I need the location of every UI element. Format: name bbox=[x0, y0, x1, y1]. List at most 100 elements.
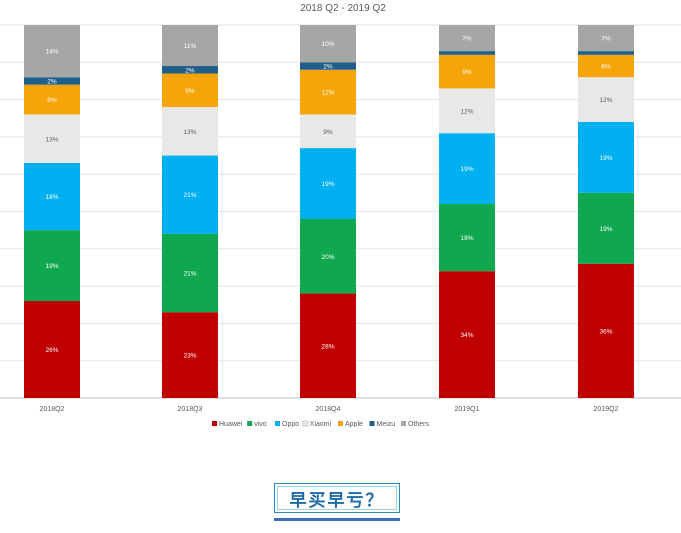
data-label: 21% bbox=[183, 192, 196, 199]
data-label: 2% bbox=[185, 67, 195, 74]
data-label: 19% bbox=[45, 263, 58, 270]
bar-segment-huawei-2019Q1 bbox=[439, 271, 495, 398]
data-label: 12% bbox=[321, 90, 334, 97]
legend-item-vivo: vivo bbox=[247, 421, 267, 428]
data-label: 10% bbox=[321, 41, 334, 48]
bar-segment-vivo-2018Q4 bbox=[300, 218, 356, 294]
data-label: 28% bbox=[321, 343, 334, 350]
bar-segment-huawei-2018Q3 bbox=[162, 312, 218, 398]
banner: 早买早亏？ bbox=[274, 483, 400, 513]
legend-swatch bbox=[302, 420, 309, 427]
bar-stack-2018Q4: 28% 20% 19% 9% 12% 2% 10% bbox=[300, 25, 356, 398]
bar-segment-others-2019Q1 bbox=[439, 25, 495, 52]
data-label: 26% bbox=[45, 347, 58, 354]
bar-segment-xiaomi-2018Q2 bbox=[24, 114, 80, 164]
data-label: 2% bbox=[323, 64, 333, 71]
data-label: 18% bbox=[460, 235, 473, 242]
legend: Huawei vivo Oppo Xiaomi Apple Meizu Others bbox=[212, 420, 430, 428]
data-label: 9% bbox=[323, 129, 333, 136]
bar-stack-2018Q2: 26% 19% 18% 13% 8% 2% 14% bbox=[24, 25, 80, 398]
bar-segment-oppo-2018Q3 bbox=[162, 155, 218, 234]
data-label: 21% bbox=[183, 271, 196, 278]
bar-segment-vivo-2019Q2 bbox=[578, 192, 634, 264]
stacked-bar-chart: 2018 Q2 - 2019 Q2 26% 19% 18% 13% 8% 2% 14% 23%… bbox=[0, 3, 681, 428]
legend-item-meizu: Meizu bbox=[369, 421, 396, 428]
legend-label: Xiaomi bbox=[310, 421, 332, 428]
data-label: 19% bbox=[599, 226, 612, 233]
data-label: 20% bbox=[321, 254, 334, 261]
x-tick-label: 2019Q1 bbox=[455, 406, 480, 413]
data-label: 14% bbox=[45, 49, 58, 56]
banner-text: 早买早亏？ bbox=[289, 490, 385, 511]
data-label: 13% bbox=[45, 136, 58, 143]
legend-swatch bbox=[369, 421, 375, 426]
data-label: 23% bbox=[183, 353, 196, 360]
legend-item-oppo: Oppo bbox=[275, 421, 299, 428]
legend-swatch bbox=[338, 421, 343, 426]
legend-swatch bbox=[247, 421, 253, 426]
bar-segment-xiaomi-2019Q2 bbox=[578, 77, 634, 122]
bar-segment-others-2018Q2 bbox=[24, 25, 80, 78]
data-label: 11% bbox=[184, 43, 197, 50]
data-label: 9% bbox=[462, 69, 472, 76]
data-label: 34% bbox=[460, 332, 473, 339]
bar-segment-meizu-2018Q4 bbox=[300, 62, 356, 70]
x-tick-label: 2018Q2 bbox=[40, 406, 65, 413]
bar-segment-apple-2018Q3 bbox=[162, 73, 218, 108]
data-label: 7% bbox=[462, 36, 472, 43]
x-tick-label: 2018Q4 bbox=[316, 406, 341, 413]
bar-stack-2019Q2: 36% 19% 19% 12% 6% 7% bbox=[578, 25, 634, 398]
legend-item-apple: Apple bbox=[338, 421, 363, 428]
legend-swatch bbox=[275, 421, 280, 426]
legend-swatch bbox=[212, 421, 217, 426]
bar-segment-others-2018Q4 bbox=[300, 25, 356, 63]
data-label: 19% bbox=[321, 181, 334, 188]
bar-segment-apple-2019Q2 bbox=[578, 54, 634, 78]
banner-underline bbox=[274, 518, 400, 521]
bar-segment-meizu-2019Q2 bbox=[578, 51, 634, 55]
bar-segment-others-2018Q3 bbox=[162, 25, 218, 67]
bar-segment-apple-2018Q4 bbox=[300, 69, 356, 115]
x-tick-label: 2019Q2 bbox=[594, 406, 619, 413]
bar-segment-meizu-2019Q1 bbox=[439, 51, 495, 55]
bar-segment-huawei-2018Q4 bbox=[300, 293, 356, 398]
bar-segment-huawei-2018Q2 bbox=[24, 301, 80, 398]
bar-segment-vivo-2018Q2 bbox=[24, 230, 80, 302]
legend-label: Meizu bbox=[377, 421, 396, 428]
legend-label: Oppo bbox=[282, 421, 299, 428]
bar-segment-vivo-2018Q3 bbox=[162, 233, 218, 313]
legend-swatch bbox=[401, 421, 406, 426]
data-label: 18% bbox=[45, 194, 58, 201]
data-label: 19% bbox=[460, 166, 473, 173]
data-label: 6% bbox=[601, 64, 611, 71]
x-axis-ticks: 2018Q2 2018Q3 2018Q4 2019Q1 2019Q2 bbox=[40, 406, 619, 413]
bar-segment-apple-2019Q1 bbox=[439, 54, 495, 89]
bar-segment-meizu-2018Q3 bbox=[162, 66, 218, 74]
bar-segment-huawei-2019Q2 bbox=[578, 263, 634, 398]
legend-item-huawei: Huawei bbox=[212, 421, 243, 428]
legend-item-others: Others bbox=[401, 421, 430, 428]
chart-title: 2018 Q2 - 2019 Q2 bbox=[300, 3, 386, 14]
bar-segment-meizu-2018Q2 bbox=[24, 77, 80, 85]
banner-inner-border bbox=[277, 486, 397, 510]
data-label: 36% bbox=[599, 328, 612, 335]
bar-segment-xiaomi-2019Q1 bbox=[439, 88, 495, 134]
data-label: 8% bbox=[47, 97, 57, 104]
bar-stack-2019Q1: 34% 18% 19% 12% 9% 7% bbox=[439, 25, 495, 398]
bar-segment-oppo-2019Q2 bbox=[578, 121, 634, 193]
bar-segment-xiaomi-2018Q4 bbox=[300, 114, 356, 149]
legend-label: vivo bbox=[254, 421, 267, 428]
bar-segment-oppo-2018Q4 bbox=[300, 148, 356, 219]
data-label: 13% bbox=[183, 129, 196, 136]
bars: 26% 19% 18% 13% 8% 2% 14% 23% 21% 21% 13% 9% 2% 11% 28… bbox=[24, 25, 634, 398]
bar-segment-oppo-2018Q2 bbox=[24, 163, 80, 231]
data-label: 19% bbox=[599, 155, 612, 162]
bar-stack-2018Q3: 23% 21% 21% 13% 9% 2% 11% bbox=[162, 25, 218, 398]
bar-segment-apple-2018Q2 bbox=[24, 84, 80, 115]
legend-label: Huawei bbox=[219, 421, 243, 428]
data-label: 2% bbox=[47, 78, 57, 85]
data-label: 12% bbox=[460, 108, 473, 115]
data-label: 9% bbox=[185, 88, 195, 95]
data-label: 7% bbox=[601, 36, 611, 43]
bar-segment-others-2019Q2 bbox=[578, 25, 634, 52]
